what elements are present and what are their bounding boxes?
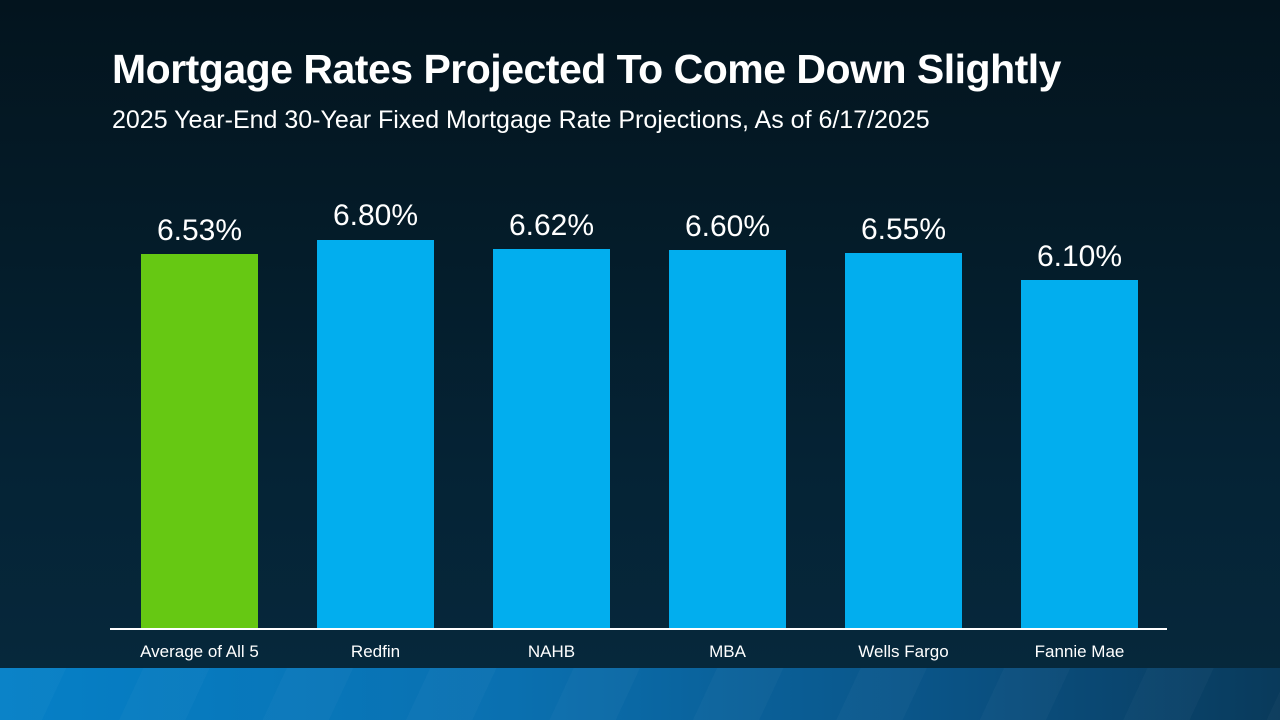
bar-group: 6.62% NAHB bbox=[464, 200, 640, 660]
slide-title: Mortgage Rates Projected To Come Down Sl… bbox=[112, 46, 1061, 92]
bar-chart: 6.53% Average of All 5 6.80% Redfin 6.62% NAH… bbox=[0, 199, 1280, 660]
bar-group: 6.53% Average of All 5 bbox=[112, 200, 288, 660]
bar-category-label: Redfin bbox=[350, 642, 401, 661]
bar-group: 6.80% Redfin bbox=[288, 199, 464, 660]
bar-value-label: 6.55% bbox=[860, 212, 947, 246]
bar-value-label: 6.10% bbox=[1036, 239, 1123, 273]
bar bbox=[493, 249, 610, 628]
bar bbox=[317, 239, 434, 628]
bar bbox=[669, 250, 786, 628]
bar-category-label: Wells Fargo bbox=[858, 642, 949, 661]
bar-category-label: MBA bbox=[709, 642, 746, 661]
slide-subtitle: 2025 Year-End 30-Year Fixed Mortgage Rat… bbox=[112, 106, 930, 134]
bar-value-label: 6.80% bbox=[332, 199, 419, 232]
bar-category-label: Average of All 5 bbox=[140, 642, 259, 661]
bar-value-label: 6.62% bbox=[508, 208, 595, 242]
bar-value-label: 6.60% bbox=[684, 209, 771, 243]
bar-category-label: NAHB bbox=[527, 642, 576, 661]
bar bbox=[845, 253, 962, 628]
bar-group: 6.60% MBA bbox=[640, 200, 816, 660]
x-axis-line bbox=[110, 628, 1167, 630]
bar bbox=[141, 254, 258, 628]
footer-accent-strip bbox=[0, 668, 1280, 720]
bar-group: 6.10% Fannie Mae bbox=[992, 200, 1168, 660]
bar-group: 6.55% Wells Fargo bbox=[816, 200, 992, 660]
bar-value-label: 6.53% bbox=[156, 213, 243, 247]
bar bbox=[1021, 280, 1138, 628]
bar-category-label: Fannie Mae bbox=[1034, 642, 1125, 661]
